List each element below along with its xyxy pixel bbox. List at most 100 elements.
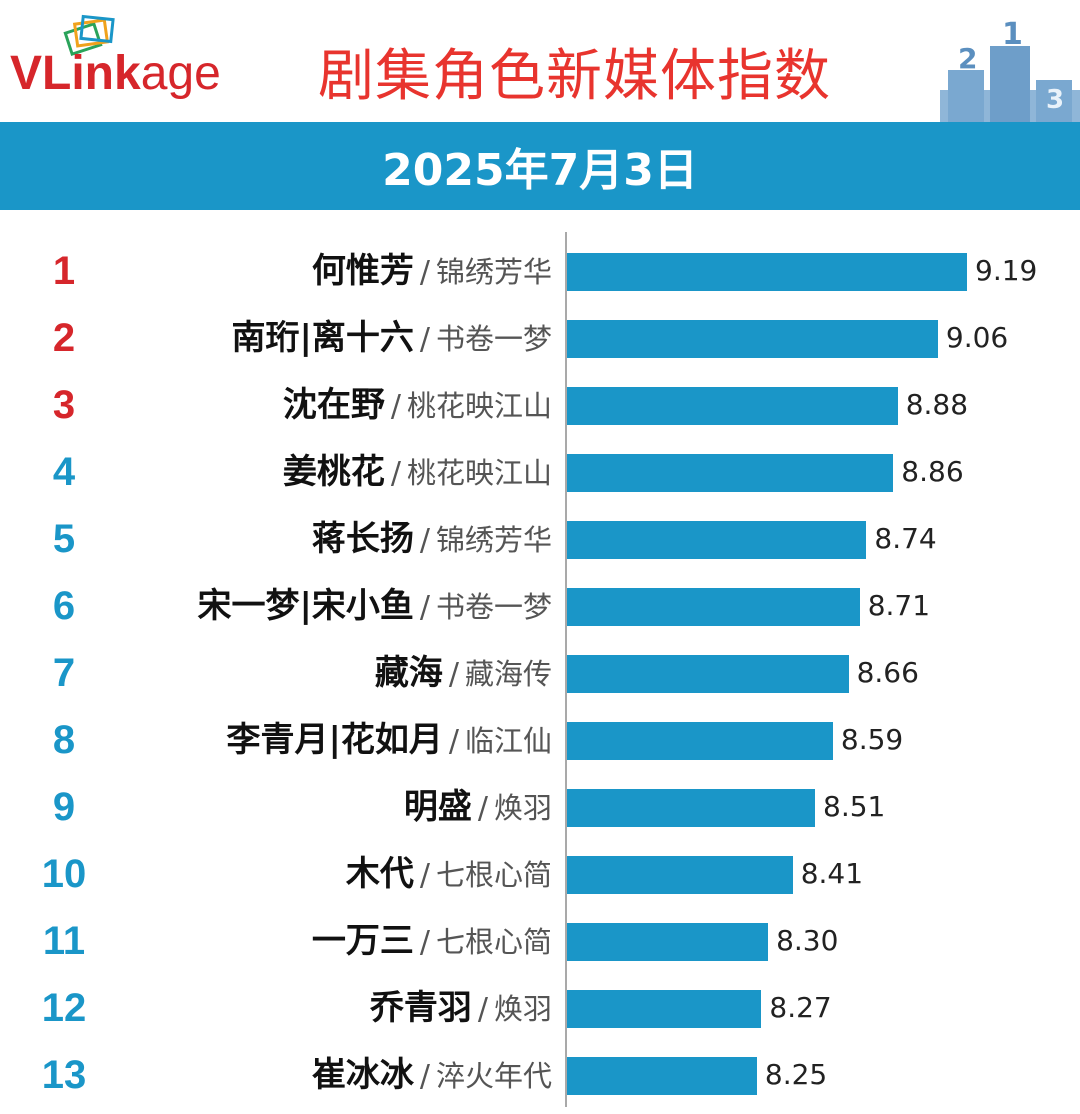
character-name: 南珩|离十六 <box>231 318 414 358</box>
data-bar <box>567 789 815 827</box>
character-name: 沈在野 <box>282 385 385 425</box>
category-label: 李青月|花如月 / 临江仙 <box>226 707 552 773</box>
data-bar <box>567 923 769 961</box>
data-bar <box>567 1057 757 1095</box>
chart-row: 1 何惟芳 / 锦绣芳华 9.19 <box>0 238 1080 304</box>
label-separator: / <box>448 724 459 759</box>
label-separator: / <box>477 791 488 826</box>
data-bar <box>567 387 898 425</box>
chart-axis-line <box>565 232 567 1107</box>
category-label: 木代 / 七根心简 <box>346 841 552 907</box>
data-bar <box>567 990 762 1028</box>
chart-row: 8 李青月|花如月 / 临江仙 8.59 <box>0 707 1080 773</box>
label-separator: / <box>419 1059 430 1094</box>
chart-row: 4 姜桃花 / 桃花映江山 8.86 <box>0 439 1080 505</box>
drama-title: 书卷一梦 <box>435 322 552 356</box>
label-separator: / <box>419 858 430 893</box>
page-title: 剧集角色新媒体指数 <box>318 44 831 109</box>
data-label: 8.25 <box>764 1058 828 1091</box>
character-name: 崔冰冰 <box>311 1055 414 1095</box>
svg-text:3: 3 <box>1046 85 1064 115</box>
rank-number: 13 <box>41 1053 87 1097</box>
chart-row: 10 木代 / 七根心简 8.41 <box>0 841 1080 907</box>
data-bar <box>567 588 860 626</box>
data-bar <box>567 253 967 291</box>
svg-text:2: 2 <box>958 42 977 75</box>
drama-title: 七根心简 <box>435 858 552 892</box>
chart-row: 2 南珩|离十六 / 书卷一梦 9.06 <box>0 305 1080 371</box>
data-label: 9.06 <box>945 321 1009 354</box>
label-separator: / <box>419 925 430 960</box>
character-name: 蒋长扬 <box>311 519 414 559</box>
chart-row: 6 宋一梦|宋小鱼 / 书卷一梦 8.71 <box>0 573 1080 639</box>
chart-row: 5 蒋长扬 / 锦绣芳华 8.74 <box>0 506 1080 572</box>
label-separator: / <box>419 322 430 357</box>
data-label: 8.71 <box>867 589 931 622</box>
category-label: 藏海 / 藏海传 <box>375 640 552 706</box>
category-label: 沈在野 / 桃花映江山 <box>283 372 552 438</box>
data-label: 8.74 <box>874 522 937 555</box>
data-bar <box>567 320 938 358</box>
category-label: 南珩|离十六 / 书卷一梦 <box>231 305 552 371</box>
drama-title: 焕羽 <box>493 791 552 825</box>
label-separator: / <box>419 255 430 290</box>
label-separator: / <box>419 590 430 625</box>
drama-title: 锦绣芳华 <box>435 255 552 289</box>
chart-row: 12 乔青羽 / 焕羽 8.27 <box>0 975 1080 1041</box>
drama-title: 藏海传 <box>464 657 552 691</box>
data-label: 9.19 <box>975 254 1038 287</box>
category-label: 蒋长扬 / 锦绣芳华 <box>312 506 552 572</box>
chart-row: 7 藏海 / 藏海传 8.66 <box>0 640 1080 706</box>
rank-number: 6 <box>52 584 76 628</box>
category-label: 宋一梦|宋小鱼 / 书卷一梦 <box>197 573 552 639</box>
logo-bold: VLink <box>10 47 141 100</box>
character-name: 姜桃花 <box>282 452 385 492</box>
character-name: 明盛 <box>403 787 472 827</box>
rank-number: 11 <box>42 919 86 963</box>
category-label: 何惟芳 / 锦绣芳华 <box>312 238 552 304</box>
chart-row: 9 明盛 / 焕羽 8.51 <box>0 774 1080 840</box>
character-name: 木代 <box>345 854 414 894</box>
character-name: 一万三 <box>311 921 414 961</box>
podium-icon: 2 1 3 <box>940 17 1080 122</box>
label-separator: / <box>448 657 459 692</box>
drama-title: 焕羽 <box>493 992 552 1026</box>
chart-row: 13 崔冰冰 / 淬火年代 8.25 <box>0 1042 1080 1108</box>
data-label: 8.86 <box>901 455 964 488</box>
svg-text:1: 1 <box>1002 17 1023 52</box>
data-label: 8.27 <box>769 991 832 1024</box>
rank-number: 4 <box>52 450 76 494</box>
character-name: 乔青羽 <box>369 988 472 1028</box>
label-separator: / <box>419 523 430 558</box>
data-bar <box>567 655 849 693</box>
data-bar <box>567 722 833 760</box>
logo-frames-icon <box>63 14 115 56</box>
data-label: 8.59 <box>840 723 904 756</box>
date-label: 2025年7月3日 <box>382 145 698 196</box>
rank-number: 2 <box>52 316 76 360</box>
data-label: 8.30 <box>776 924 839 957</box>
character-name: 藏海 <box>374 653 443 693</box>
rank-number: 7 <box>52 651 76 695</box>
label-separator: / <box>477 992 488 1027</box>
rank-number: 5 <box>52 517 76 561</box>
data-bar <box>567 454 894 492</box>
data-label: 8.51 <box>823 790 886 823</box>
category-label: 姜桃花 / 桃花映江山 <box>283 439 552 505</box>
data-bar <box>567 521 867 559</box>
chart-row: 3 沈在野 / 桃花映江山 8.88 <box>0 372 1080 438</box>
data-bar <box>567 856 793 894</box>
rank-number: 1 <box>52 249 76 293</box>
drama-title: 淬火年代 <box>435 1059 552 1093</box>
data-label: 8.88 <box>905 388 969 421</box>
character-name: 李青月|花如月 <box>226 720 443 760</box>
rank-number: 8 <box>52 718 76 762</box>
data-label: 8.66 <box>856 656 919 689</box>
category-label: 明盛 / 焕羽 <box>404 774 552 840</box>
label-separator: / <box>390 389 401 424</box>
drama-title: 七根心简 <box>435 925 552 959</box>
category-label: 崔冰冰 / 淬火年代 <box>312 1042 552 1108</box>
drama-title: 临江仙 <box>464 724 552 758</box>
character-name: 何惟芳 <box>311 251 414 291</box>
drama-title: 桃花映江山 <box>406 456 552 490</box>
